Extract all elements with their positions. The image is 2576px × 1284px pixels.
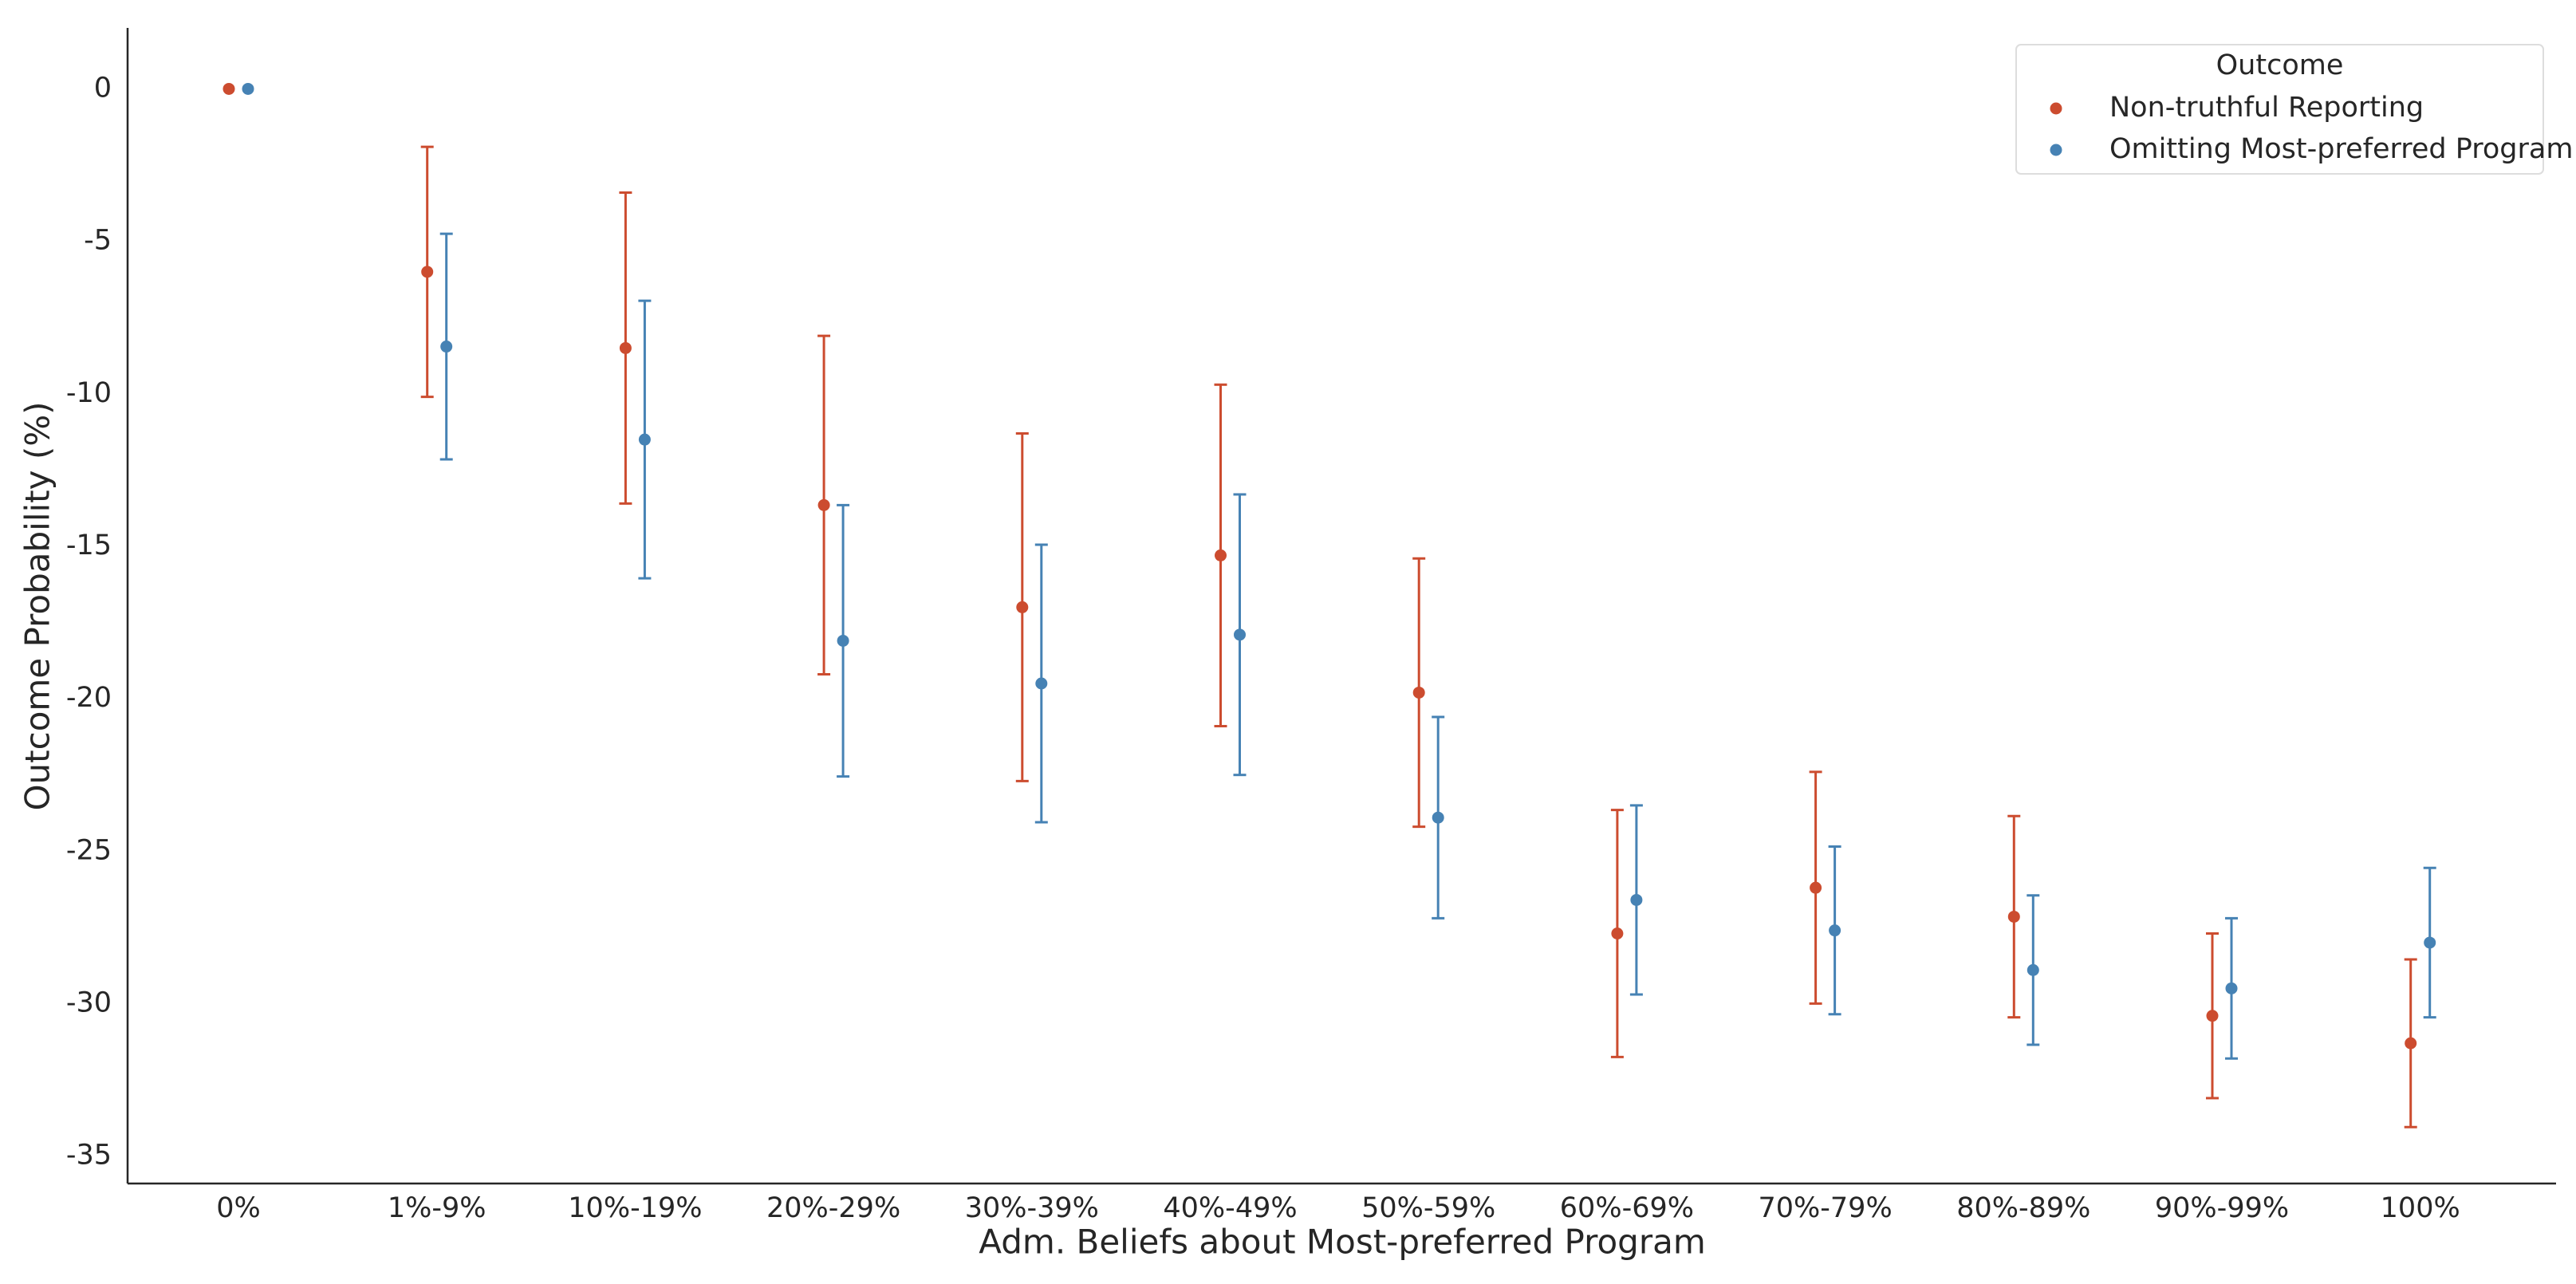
point [2225, 982, 2238, 995]
x-tick-label: 30%-39% [965, 1192, 1099, 1224]
point [1016, 601, 1029, 613]
point [1630, 893, 1643, 906]
point [2007, 910, 2020, 923]
x-tick-label: 90%-99% [2155, 1192, 2289, 1224]
point [817, 498, 830, 511]
point [1432, 811, 1444, 824]
point [619, 341, 632, 354]
legend-title: Outcome [2216, 49, 2344, 81]
x-axis-label: Adm. Beliefs about Most-preferred Progra… [979, 1223, 1706, 1262]
point [440, 341, 453, 353]
point [1215, 549, 1227, 561]
point [223, 82, 235, 95]
point [1611, 927, 1624, 939]
legend-marker [2050, 102, 2062, 115]
x-tick-label: 80%-89% [1956, 1192, 2090, 1224]
y-tick-label: -35 [66, 1140, 112, 1172]
y-tick-label: -20 [66, 682, 112, 714]
x-tick-label: 20%-29% [766, 1192, 900, 1224]
point [1035, 677, 1048, 690]
y-tick-label: 0 [94, 72, 112, 104]
x-tick-label: 0% [216, 1192, 261, 1224]
point [421, 266, 434, 278]
x-tick-label: 100% [2381, 1192, 2460, 1224]
point [2206, 1010, 2219, 1022]
point [638, 433, 651, 446]
y-tick-label: -5 [84, 225, 112, 257]
point [837, 634, 849, 647]
y-axis-label: Outcome Probability (%) [18, 401, 57, 810]
point [242, 82, 254, 95]
legend-label: Omitting Most-preferred Program [2109, 133, 2573, 165]
legend-label: Non-truthful Reporting [2109, 92, 2424, 124]
x-tick-label: 60%-69% [1560, 1192, 1694, 1224]
point [1234, 628, 1246, 641]
point [2424, 936, 2436, 949]
x-tick-label: 10%-19% [568, 1192, 702, 1224]
legend-box [2015, 44, 2544, 175]
point [1829, 924, 1841, 937]
x-tick-label: 70%-79% [1758, 1192, 1892, 1224]
x-tick-label: 50%-59% [1361, 1192, 1495, 1224]
y-tick-label: -10 [66, 377, 112, 409]
y-tick-label: -30 [66, 987, 112, 1018]
point [1412, 686, 1425, 699]
y-tick-label: -25 [66, 834, 112, 866]
point [2405, 1037, 2417, 1050]
legend-marker [2050, 144, 2062, 156]
point [1810, 881, 1822, 894]
y-tick-label: -15 [66, 530, 112, 561]
x-tick-label: 40%-49% [1163, 1192, 1297, 1224]
point [2027, 963, 2039, 976]
x-tick-label: 1%-9% [388, 1192, 486, 1224]
